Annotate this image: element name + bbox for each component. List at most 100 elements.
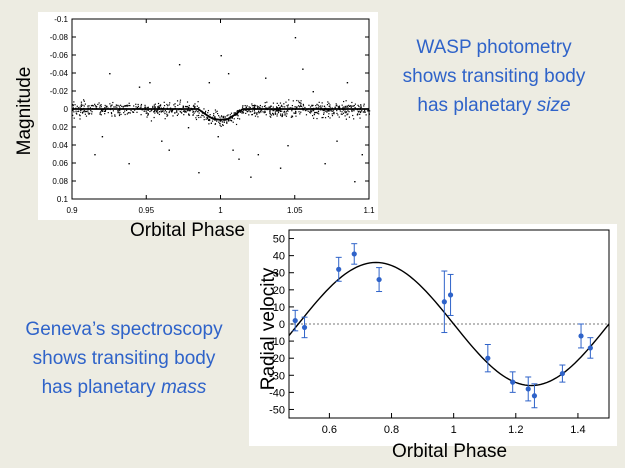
photometry-point [118,113,121,115]
photometry-point [119,111,121,114]
photometry-point [315,105,317,107]
photometry-point [82,99,85,101]
photometry-point [213,112,215,115]
photometry-point [269,115,271,117]
photometry-point [117,110,119,112]
photometry-point [323,112,325,114]
photometry-point [345,112,347,114]
photometry-point [312,117,315,119]
photometry-point [316,111,318,114]
photometry-point [85,115,88,117]
photometry-point [203,116,205,118]
photometry-point [337,106,339,108]
wasp-caption-line-2: shows transiting body [402,66,586,87]
photometry-point [193,107,195,109]
photometry-point [228,119,230,121]
photometry-point [236,114,238,116]
photometry-point [145,110,147,112]
photometry-point [181,112,183,114]
photometry-point [338,116,340,118]
photometry-point [264,110,266,112]
photometry-point [253,107,255,109]
rv-data-point [351,251,357,257]
photometry-point [285,111,288,113]
photometry-point [317,104,319,106]
photometry-point [346,105,348,107]
photometry-point [341,104,343,106]
photometry-point [265,114,267,116]
photometry-point [284,112,286,114]
photometry-point [328,110,330,112]
photometry-point [357,113,359,115]
photometry-point [236,113,239,115]
rv-data-point [559,370,565,377]
photometry-point [84,111,86,113]
photometry-point [91,113,93,115]
photometry-point [146,106,148,109]
photometry-point [184,110,186,112]
photometry-point [214,123,216,125]
photometry-point [265,107,267,109]
photometry-point [182,106,185,108]
photometry-point [97,103,99,106]
photometry-point [239,111,242,113]
photometry-point [334,106,336,108]
photometry-outlier-point [294,37,297,39]
photometry-point [237,109,239,112]
photometry-point [83,111,85,113]
photometry-point [348,116,351,118]
photometry-point [264,102,266,104]
rv-data-point [578,333,584,339]
photometry-point [104,110,106,112]
photometry-point [368,110,371,112]
photometry-point [198,107,200,109]
photometry-point [331,110,333,112]
photometry-point [341,113,343,115]
photometry-point [253,106,255,108]
photometry-point [119,104,122,106]
photometry-point [285,115,288,117]
photometry-point [368,113,370,116]
photometry-point [326,111,328,113]
photometry-point [327,101,329,103]
photometry-point [317,107,320,109]
photometry-point [349,105,352,107]
photometry-point [368,112,370,114]
photometry-point [257,106,259,108]
photometry-point [277,112,280,114]
photometry-point [346,114,348,116]
photometry-point [77,107,79,109]
rv-y-tick-label: 30 [273,268,285,280]
photometry-point [312,109,314,111]
photometry-outlier-point [208,82,211,84]
photometry-point [193,112,195,114]
photometry-point [123,105,125,107]
photometry-outlier-point [128,163,130,165]
photometry-point [168,110,171,112]
photometry-point [257,112,259,114]
photometry-point [295,112,297,114]
photometry-point [280,105,282,107]
photometry-point [214,123,217,125]
photometry-point [322,109,324,112]
photometry-point [241,112,243,114]
photometry-point [184,105,187,108]
photometry-point [160,111,162,113]
photometry-point [274,113,277,115]
photometry-point [329,106,331,108]
photometry-point [348,111,350,113]
photometry-point [354,103,356,105]
photometry-point [88,113,90,115]
rv-model-curve [288,261,610,387]
photometry-point [126,104,128,106]
photometry-point [211,120,214,122]
photometry-point [200,116,202,118]
photometry-point [212,116,214,118]
photometry-point [233,112,235,114]
photometry-point [231,116,233,119]
photometry-point [314,111,317,114]
photometry-point [279,107,281,109]
photometry-point [247,110,249,112]
photometry-point [296,99,298,102]
photometry-point [281,113,284,115]
